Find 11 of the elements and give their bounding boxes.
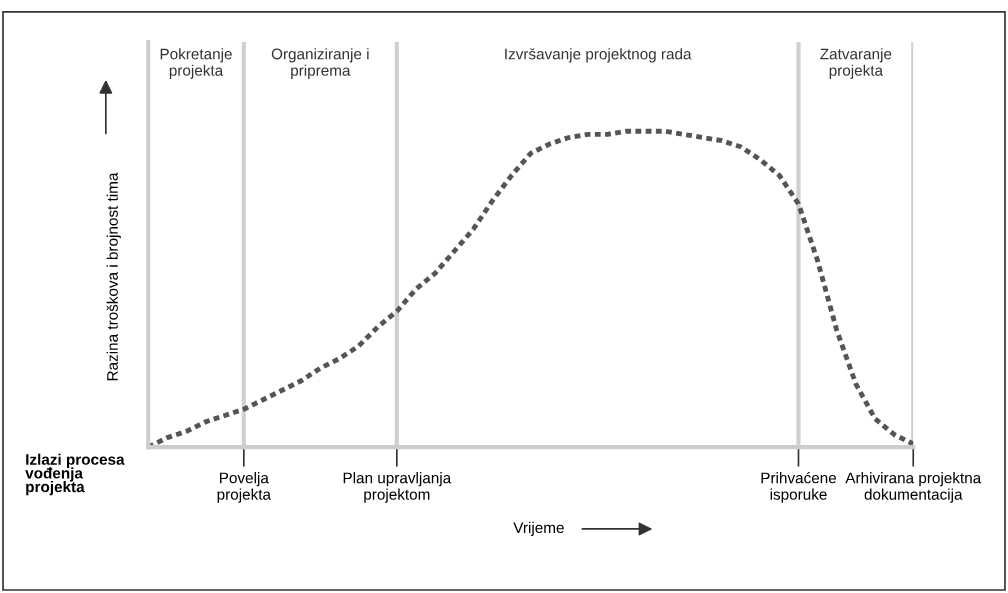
x-tick-label: Prihvaćene isporuke [761, 471, 837, 503]
x-tick-label: Plan upravljanja projektom [343, 472, 452, 503]
x-tick-label: Povelja projekta [217, 472, 271, 503]
text: Organiziranje i priprema [271, 48, 369, 79]
text: Pokretanje projekta [160, 48, 232, 79]
text: Zatvaranje projekta [820, 48, 892, 79]
x-axis-title: Vrijeme [513, 521, 564, 537]
y-axis-title: Razina troškova i brojnost tima [106, 172, 121, 381]
text: Izvršavanje projektnog rada [505, 48, 692, 63]
text: Izlazi procesa vođenja projekta [25, 453, 125, 496]
x-tick-label: Arhivirana projektna dokumentacija [845, 472, 982, 503]
